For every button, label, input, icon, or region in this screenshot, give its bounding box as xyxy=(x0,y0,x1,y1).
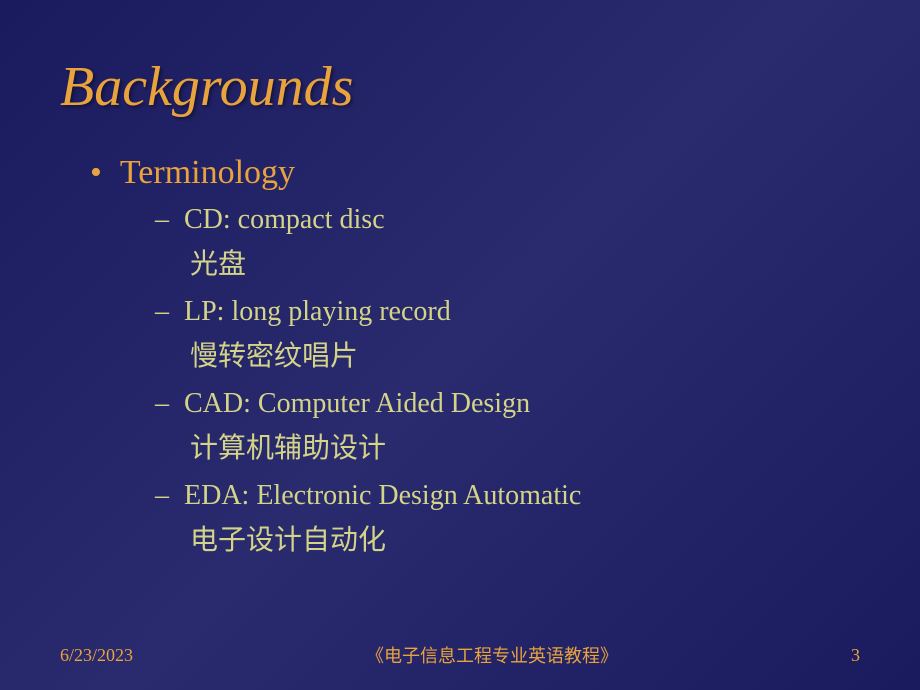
term-item-1: – LP: long playing record 慢转密纹唱片 xyxy=(60,296,860,374)
bullet-2-marker: – xyxy=(155,388,169,420)
term-item-2: – CAD: Computer Aided Design 计算机辅助设计 xyxy=(60,388,860,466)
term-text: CD: compact disc xyxy=(184,204,385,236)
bullet-2-marker: – xyxy=(155,296,169,328)
bullet-2-marker: – xyxy=(155,204,169,236)
bullet-1-marker: • xyxy=(90,156,102,190)
slide-container: Backgrounds • Terminology – CD: compact … xyxy=(0,0,920,690)
slide-footer: 6/23/2023 《电子信息工程专业英语教程》 3 xyxy=(0,642,920,668)
footer-date: 6/23/2023 xyxy=(60,645,133,666)
translation-text: 慢转密纹唱片 xyxy=(190,334,860,374)
term-item-0: – CD: compact disc 光盘 xyxy=(60,204,860,282)
term-text: EDA: Electronic Design Automatic xyxy=(184,480,581,512)
bullet-level-2: – LP: long playing record xyxy=(155,296,860,328)
footer-page-number: 3 xyxy=(851,645,860,666)
bullet-2-marker: – xyxy=(155,480,169,512)
bullet-level-1: • Terminology xyxy=(90,154,860,192)
term-text: CAD: Computer Aided Design xyxy=(184,388,530,420)
translation-text: 电子设计自动化 xyxy=(190,518,860,558)
bullet-level-2: – EDA: Electronic Design Automatic xyxy=(155,480,860,512)
translation-text: 光盘 xyxy=(190,242,860,282)
translation-text: 计算机辅助设计 xyxy=(190,426,860,466)
slide-title: Backgrounds xyxy=(60,55,860,119)
footer-title: 《电子信息工程专业英语教程》 xyxy=(366,642,618,668)
bullet-level-2: – CAD: Computer Aided Design xyxy=(155,388,860,420)
term-item-3: – EDA: Electronic Design Automatic 电子设计自… xyxy=(60,480,860,558)
bullet-level-2: – CD: compact disc xyxy=(155,204,860,236)
term-text: LP: long playing record xyxy=(184,296,451,328)
bullet-1-text: Terminology xyxy=(120,154,295,192)
